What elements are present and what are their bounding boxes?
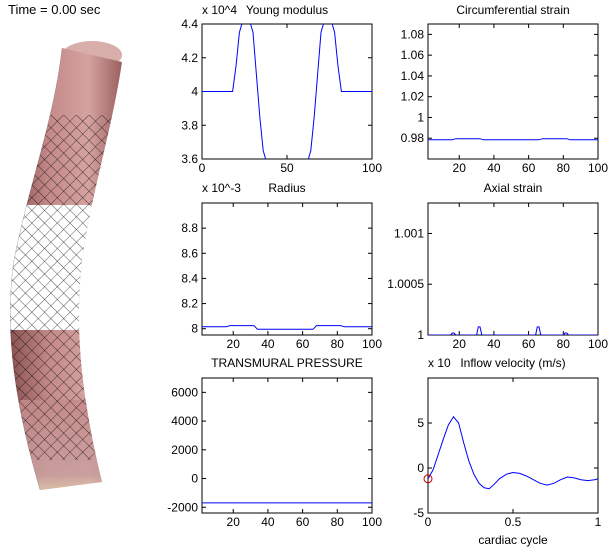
- artery-illustration: [9, 41, 123, 491]
- y-tick-label: 5: [417, 416, 424, 430]
- x-tick-label: 80: [557, 337, 571, 351]
- x-tick-label: 20: [453, 161, 467, 175]
- y-tick-label: 8.6: [181, 246, 198, 260]
- series-line: [428, 326, 598, 335]
- chart-title: Young modulus: [246, 3, 328, 17]
- y-tick-label: 0: [191, 472, 198, 486]
- x-tick-label: 100: [588, 337, 608, 351]
- x-tick-label: 60: [296, 515, 310, 529]
- series-line: [202, 325, 372, 330]
- chart-pressure: TRANSMURAL PRESSURE 20 40 60 80 100 -2000 0 2000…: [167, 356, 382, 529]
- axis-exponent-label: x 10: [428, 356, 451, 370]
- x-tick-label: 80: [331, 337, 345, 351]
- x-tick-label: 20: [227, 337, 241, 351]
- x-tick-label: 60: [522, 337, 536, 351]
- y-tick-label: -2000: [167, 500, 198, 514]
- y-tick-label: 4.2: [181, 51, 198, 65]
- plot-area: [427, 377, 599, 514]
- y-tick-label: 8.2: [181, 297, 198, 311]
- x-tick-label: 0: [425, 515, 432, 529]
- x-tick-label: 40: [487, 161, 501, 175]
- series-line: [428, 415, 598, 490]
- chart-title: Circumferential strain: [456, 3, 569, 17]
- y-tick-label: 1.08: [401, 27, 425, 41]
- x-tick-label: 20: [453, 337, 467, 351]
- x-axis-label: cardiac cycle: [478, 533, 548, 547]
- x-tick-label: 40: [261, 515, 275, 529]
- current-time-marker: [423, 474, 433, 484]
- plot-area: [201, 202, 373, 336]
- y-tick-label: 1.02: [401, 90, 425, 104]
- x-tick-label: 80: [557, 161, 571, 175]
- chart-circ: Circumferential strain 20 40 60 80 100 0.98 1 1.…: [401, 3, 609, 175]
- stent-mesh: [10, 115, 123, 460]
- y-tick-label: 1: [417, 110, 424, 124]
- y-tick-label: 0.98: [401, 131, 425, 145]
- x-tick-label: 100: [362, 161, 382, 175]
- x-tick-label: 100: [362, 337, 382, 351]
- chart-inflow: Inflow velocity (m/s)x 100 0.5 1-505cardia…: [413, 356, 601, 547]
- axis-exponent-label: x 10^4: [202, 3, 237, 17]
- plot-area: [201, 377, 373, 514]
- y-tick-label: 6000: [171, 385, 198, 399]
- x-tick-label: 40: [487, 337, 501, 351]
- y-tick-label: 8.8: [181, 221, 198, 235]
- x-tick-label: 100: [588, 161, 608, 175]
- x-tick-label: 60: [296, 337, 310, 351]
- y-tick-label: 1: [417, 328, 424, 342]
- chart-title: TRANSMURAL PRESSURE: [211, 356, 363, 370]
- chart-title: Radius: [268, 181, 305, 195]
- y-tick-label: 1.06: [401, 48, 425, 62]
- plot-area: [427, 23, 599, 160]
- x-tick-label: 100: [362, 515, 382, 529]
- axis-exponent-label: x 10^-3: [202, 181, 241, 195]
- chart-axial: Axial strain 20 40 60 80 100 1 1.0005 1.001: [387, 181, 608, 351]
- chart-title: Inflow velocity (m/s): [460, 356, 565, 370]
- y-tick-label: 0: [417, 461, 424, 475]
- y-tick-label: 3.8: [181, 118, 198, 132]
- x-tick-label: 20: [227, 515, 241, 529]
- x-tick-label: 0: [199, 161, 206, 175]
- y-tick-label: 1.0005: [387, 277, 424, 291]
- x-tick-label: 80: [331, 515, 345, 529]
- y-tick-label: 3.6: [181, 152, 198, 166]
- plot-area: [427, 202, 599, 336]
- y-tick-label: 4: [191, 85, 198, 99]
- y-tick-label: -5: [413, 506, 424, 520]
- x-tick-label: 0.5: [505, 515, 522, 529]
- x-tick-label: 1: [595, 515, 602, 529]
- y-tick-label: 1.001: [394, 226, 424, 240]
- x-tick-label: 60: [522, 161, 536, 175]
- chart-title: Axial strain: [484, 181, 543, 195]
- y-tick-label: 4.4: [181, 17, 198, 31]
- y-tick-label: 2000: [171, 443, 198, 457]
- series-line: [428, 138, 598, 141]
- x-tick-label: 40: [261, 337, 275, 351]
- y-tick-label: 8.4: [181, 271, 198, 285]
- y-tick-label: 8: [191, 322, 198, 336]
- chart-radius: Radius x 10^-3 20 40 60 80 100 8 8.2 8.4 8.6 8.8: [181, 181, 382, 351]
- chart-young: Young modulus x 10^4 0 50 100 3.6 3.8 4 4.2 4.4: [181, 3, 382, 175]
- y-tick-label: 1.04: [401, 69, 425, 83]
- y-tick-label: 4000: [171, 414, 198, 428]
- time-label: Time = 0.00 sec: [8, 2, 101, 17]
- x-tick-label: 50: [280, 161, 294, 175]
